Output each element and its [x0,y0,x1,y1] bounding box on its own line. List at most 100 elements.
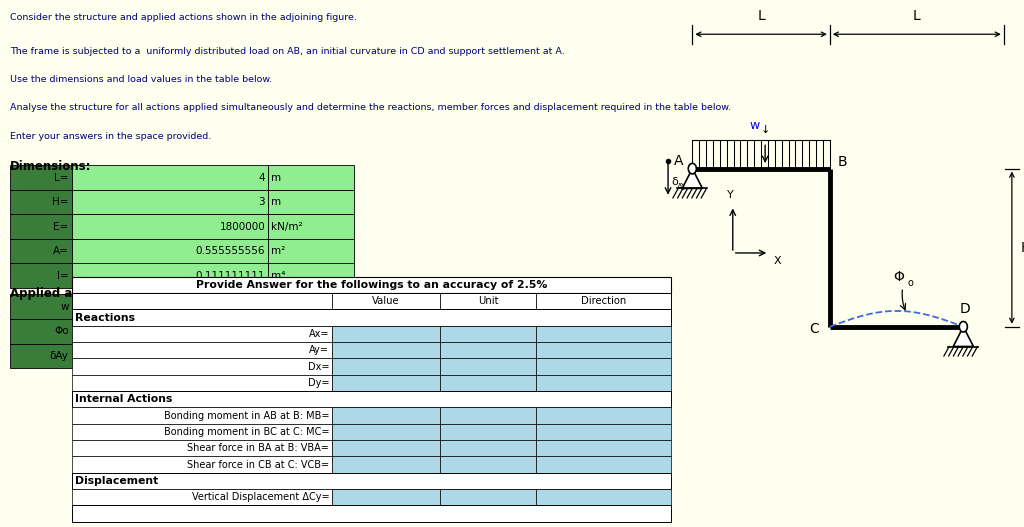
Circle shape [688,163,696,174]
Text: Vertical Displacement ΔCy=: Vertical Displacement ΔCy= [191,492,330,502]
Text: Value: Value [373,296,400,306]
Bar [72,319,268,344]
Bar [72,293,671,309]
Bar [332,456,440,473]
Text: Dimensions:: Dimensions: [10,160,92,173]
Text: kN/m: kN/m [271,302,299,312]
Bar [72,214,268,239]
Bar [72,424,332,440]
Bar [268,295,354,319]
Bar [440,358,536,375]
Text: Internal Actions: Internal Actions [75,394,172,404]
Bar [268,319,354,344]
Text: Ay=: Ay= [309,345,330,355]
Text: m⁻¹: m⁻¹ [271,326,291,336]
Text: Provide Answer for the followings to an accuracy of 2.5%: Provide Answer for the followings to an … [196,280,547,290]
Bar [440,424,536,440]
Bar [268,264,354,288]
Bar [440,375,536,391]
Text: Bonding moment in BC at C: MC=: Bonding moment in BC at C: MC= [164,427,330,437]
Bar [332,326,440,342]
Bar [440,407,536,424]
Text: ↓: ↓ [761,125,770,135]
Text: 1800000: 1800000 [219,222,265,232]
Text: 0.01: 0.01 [243,351,265,361]
Polygon shape [953,327,974,347]
Text: 4: 4 [259,173,265,183]
Text: L=: L= [54,173,69,183]
Text: δ: δ [672,177,678,187]
Bar [268,190,354,214]
Text: 95: 95 [252,302,265,312]
Bar [440,342,536,358]
Text: Y: Y [727,190,734,200]
Circle shape [959,321,968,332]
Text: H: H [1021,241,1024,255]
Bar [536,342,671,358]
Text: A: A [674,154,683,168]
Text: Enter your answers in the space provided.: Enter your answers in the space provided… [10,132,212,141]
Bar [332,358,440,375]
Bar [440,489,536,505]
Bar [332,407,440,424]
Bar [72,473,671,489]
Text: L: L [913,8,921,23]
Bar [440,456,536,473]
Bar [440,326,536,342]
Text: D: D [959,302,971,316]
Text: AY: AY [677,182,687,192]
Text: Unit: Unit [478,296,499,306]
Bar [72,440,332,456]
Bar [72,489,332,505]
Text: Shear force in BA at B: VBA=: Shear force in BA at B: VBA= [187,443,330,453]
Bar [72,375,332,391]
Bar [10,165,72,190]
Bar [72,391,671,407]
Bar [268,165,354,190]
Bar [10,264,72,288]
Bar [536,456,671,473]
Bar [332,489,440,505]
Text: Dx=: Dx= [308,362,330,372]
Bar [72,326,332,342]
Bar [536,358,671,375]
Text: Consider the structure and applied actions shown in the adjoining figure.: Consider the structure and applied actio… [10,13,357,22]
Text: Analyse the structure for all actions applied simultaneously and determine the r: Analyse the structure for all actions ap… [10,103,731,112]
Bar [72,277,671,293]
Text: Shear force in CB at C: VCB=: Shear force in CB at C: VCB= [187,460,330,470]
Text: o: o [907,278,913,288]
Text: m: m [271,197,282,207]
Text: w: w [60,302,69,312]
Bar [10,190,72,214]
Bar [332,440,440,456]
Text: m²: m² [271,246,286,256]
Text: I=: I= [57,271,69,281]
Text: kN/m²: kN/m² [271,222,303,232]
Bar [536,424,671,440]
Text: Reactions: Reactions [75,313,135,323]
Text: 3: 3 [259,197,265,207]
Bar [536,326,671,342]
Bar [332,342,440,358]
Text: X: X [773,256,781,266]
Bar [10,319,72,344]
Text: Use the dimensions and load values in the table below.: Use the dimensions and load values in th… [10,75,272,84]
Text: m⁴: m⁴ [271,271,286,281]
Bar [332,375,440,391]
Text: H=: H= [52,197,69,207]
Text: 0.111111111: 0.111111111 [196,271,265,281]
Text: w: w [750,119,760,132]
Polygon shape [682,169,702,188]
Text: m: m [271,351,282,361]
Text: δAy: δAy [50,351,69,361]
Text: Dy=: Dy= [308,378,330,388]
Bar [268,214,354,239]
Text: Φ: Φ [893,270,904,284]
Text: C: C [809,323,818,336]
Bar [72,190,268,214]
Bar [268,239,354,264]
Text: Displacement: Displacement [75,476,158,486]
Bar [72,264,268,288]
Bar [72,309,671,326]
Bar [72,407,332,424]
